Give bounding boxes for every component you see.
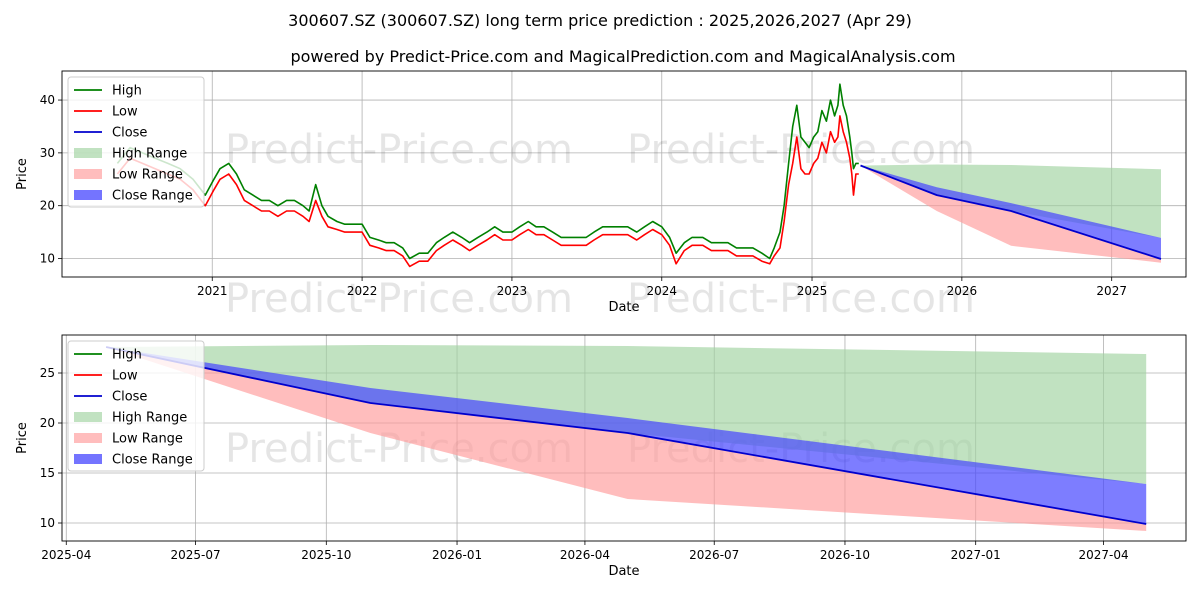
top-low-range-band: [860, 165, 1161, 263]
top-legend-label: Low: [112, 105, 138, 120]
bottom-legend-swatch: [74, 433, 102, 443]
bottom-legend-label: High: [112, 348, 142, 363]
top-watermark: Predict-Price.com: [225, 276, 573, 322]
bottom-x-tick-label: 2025-04: [41, 548, 91, 562]
top-high-series-line: [116, 83, 859, 260]
top-legend-label: Close Range: [112, 189, 193, 204]
bottom-y-tick-label: 10: [40, 516, 55, 530]
bottom-legend-label: Close Range: [112, 453, 193, 468]
top-x-tick-label: 2024: [646, 284, 677, 298]
top-legend-label: Close: [112, 126, 147, 141]
top-x-tick-label: 2025: [797, 284, 828, 298]
bottom-ticks: 2025-04 2025-07 2025-10 2026-01 2026-04 2026-…: [40, 366, 1129, 562]
top-watermarks: Predict-Price.com Predict-Price.com Predic…: [225, 127, 975, 322]
bottom-legend-swatch: [74, 412, 102, 422]
top-x-axis-label: Date: [608, 300, 639, 315]
bottom-close-series-line: [105, 346, 1147, 525]
top-x-tick-label: 2027: [1096, 284, 1127, 298]
top-legend-label: Low Range: [112, 168, 183, 183]
bottom-legend-label: Close: [112, 390, 147, 405]
top-close-series-line: [860, 164, 1162, 260]
top-watermark: Predict-Price.com: [225, 127, 573, 173]
top-y-tick-label: 40: [40, 93, 55, 107]
bottom-x-tick-label: 2027-04: [1079, 548, 1129, 562]
top-legend: High Low Close High Range Low Range Close Ran…: [67, 76, 205, 208]
top-high-range-band: [860, 164, 1161, 238]
top-plot-frame: [61, 70, 1187, 278]
bottom-plot-frame: [61, 334, 1187, 542]
chart-subtitle: powered by Predict-Price.com and Magical…: [290, 47, 955, 66]
top-legend-swatch: [74, 148, 102, 158]
top-legend-label: High: [112, 84, 142, 99]
top-x-tick-label: 2021: [197, 284, 228, 298]
top-legend-swatch: [74, 169, 102, 179]
bottom-legend-label: High Range: [112, 411, 187, 426]
bottom-y-axis-label: Price: [15, 422, 30, 454]
bottom-x-tick-label: 2025-10: [301, 548, 351, 562]
bottom-x-tick-label: 2025-07: [171, 548, 221, 562]
top-y-tick-label: 20: [40, 199, 55, 213]
bottom-x-tick-label: 2026-07: [689, 548, 739, 562]
bottom-y-tick-label: 25: [40, 366, 55, 380]
top-y-tick-label: 30: [40, 146, 55, 160]
top-watermark: Predict-Price.com: [627, 276, 975, 322]
bottom-legend: High Low Close High Range Low Range Close Ran…: [67, 340, 205, 472]
top-panel: Predict-Price.com Predict-Price.com Predic…: [15, 70, 1187, 322]
bottom-y-tick-label: 20: [40, 416, 55, 430]
bottom-low-range-band: [106, 347, 1147, 531]
top-x-tick-label: 2022: [347, 284, 378, 298]
top-y-tick-label: 10: [40, 252, 55, 266]
bottom-legend-label: Low: [112, 369, 138, 384]
bottom-high-range-band: [106, 345, 1147, 484]
bottom-legend-label: Low Range: [112, 432, 183, 447]
top-ticks: 2021 2022 2023 2024 2025 2026 2027 10 20 30 40: [40, 93, 1127, 298]
bottom-x-tick-label: 2026-04: [560, 548, 610, 562]
bottom-close-range-band: [106, 347, 1147, 524]
top-x-tick-label: 2023: [497, 284, 528, 298]
bottom-x-tick-label: 2027-01: [951, 548, 1001, 562]
top-y-axis-label: Price: [15, 158, 30, 190]
top-x-tick-label: 2026: [947, 284, 978, 298]
bottom-panel: Predict-Price.comPredict-Price.com2025-0…: [15, 334, 1187, 579]
bottom-legend-swatch: [74, 454, 102, 464]
top-close-range-band: [860, 165, 1161, 259]
bottom-y-tick-label: 15: [40, 466, 55, 480]
top-legend-label: High Range: [112, 147, 187, 162]
top-low-series-line: [116, 115, 859, 268]
bottom-x-tick-label: 2026-10: [820, 548, 870, 562]
bottom-x-axis-label: Date: [608, 564, 639, 579]
bottom-x-tick-label: 2026-01: [432, 548, 482, 562]
chart-title: 300607.SZ (300607.SZ) long term price pr…: [288, 11, 912, 30]
top-legend-swatch: [74, 190, 102, 200]
